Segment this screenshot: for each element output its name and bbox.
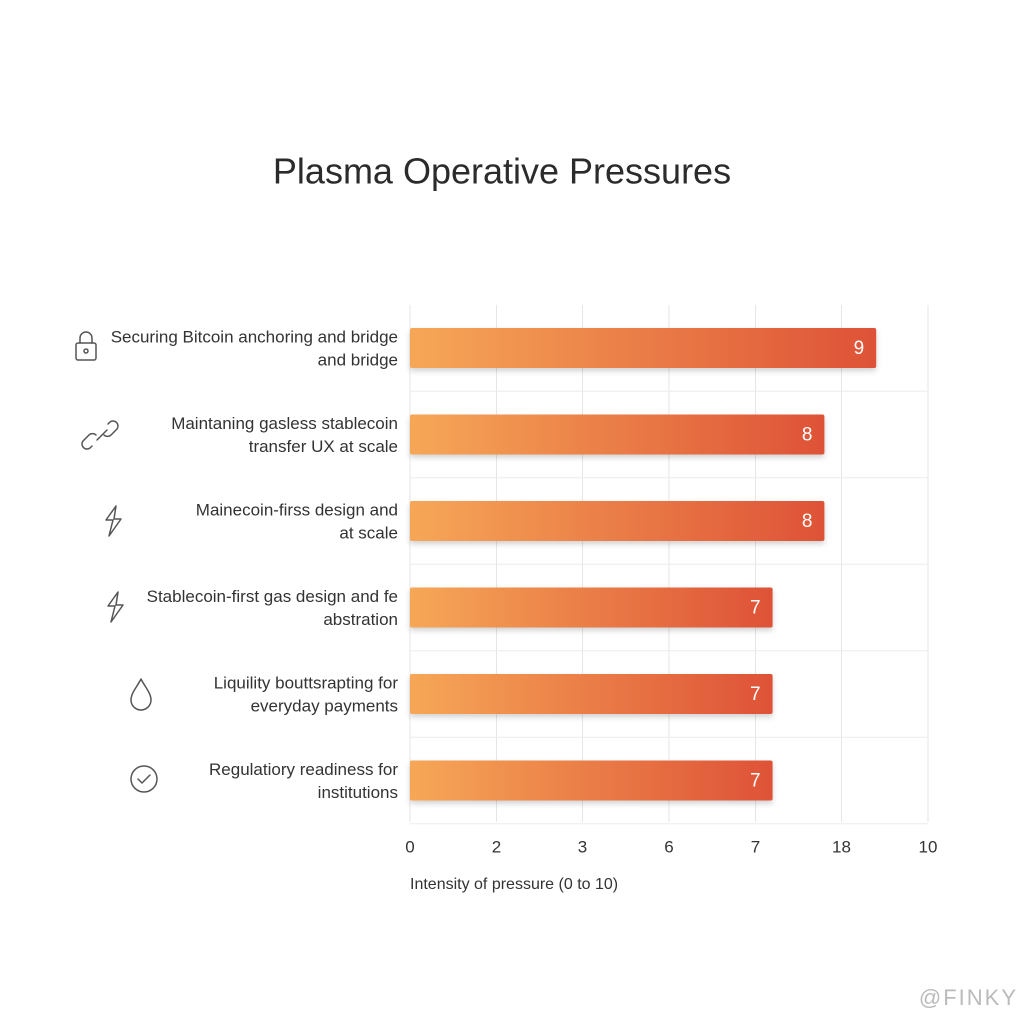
y-tick-label: Maintaning gasless stablecoin — [171, 414, 398, 433]
y-tick-label: Securing Bitcoin anchoring and bridge — [111, 327, 398, 346]
x-axis-label: Intensity of pressure (0 to 10) — [410, 876, 618, 893]
bar-value-label: 8 — [802, 425, 813, 446]
link-icon — [81, 420, 119, 450]
y-tick-label: transfer UX at scale — [249, 437, 398, 456]
check-icon — [130, 765, 158, 793]
bar — [410, 328, 877, 368]
x-tick-label: 3 — [578, 837, 587, 856]
bar — [410, 674, 773, 714]
bar — [410, 587, 773, 628]
y-tick-label: institutions — [318, 783, 398, 802]
y-tick-label: at scale — [339, 523, 398, 542]
y-tick-label: Liquility bouttsrapting for — [214, 673, 399, 692]
watermark: @FINKY — [919, 985, 1018, 1010]
y-tick-label: everyday payments — [251, 696, 398, 715]
bolt-icon — [107, 591, 124, 623]
y-tick-label: Regulatiory readiness for — [209, 760, 398, 779]
bar — [410, 501, 825, 541]
y-tick-label: Mainecoin-firss design and — [196, 500, 398, 519]
drop-icon — [130, 678, 152, 711]
bolt-icon — [105, 505, 122, 537]
x-tick-label: 6 — [664, 837, 673, 856]
bar — [410, 760, 773, 801]
bar-value-label: 8 — [802, 511, 813, 532]
lock-icon — [75, 331, 97, 361]
y-tick-label: Stablecoin-first gas design and fe — [147, 587, 398, 606]
chart-title: Plasma Operative Pressures — [273, 151, 731, 192]
y-tick-label: and bridge — [318, 350, 398, 369]
x-tick-label: 10 — [919, 837, 938, 856]
bar-value-label: 7 — [750, 598, 761, 619]
bar-value-label: 9 — [854, 338, 865, 359]
x-tick-label: 0 — [405, 837, 414, 856]
bar — [410, 414, 825, 455]
x-tick-label: 7 — [751, 837, 760, 856]
bar-value-label: 7 — [750, 684, 761, 705]
x-tick-label: 2 — [492, 837, 501, 856]
y-tick-label: abstration — [323, 610, 398, 629]
x-tick-label: 18 — [832, 837, 851, 856]
bar-value-label: 7 — [750, 771, 761, 792]
